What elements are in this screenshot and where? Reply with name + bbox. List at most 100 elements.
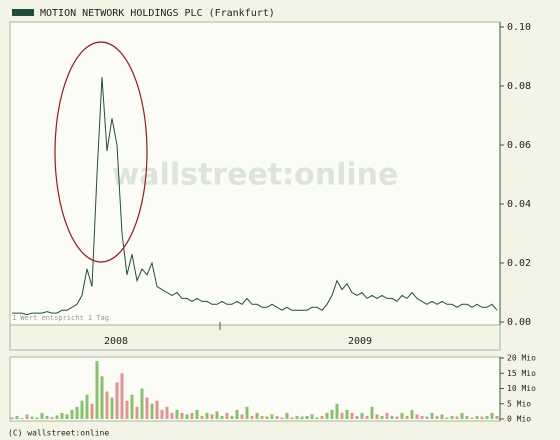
volume-bar [320,415,324,419]
volume-bar [20,418,24,419]
legend-label: MOTION NETWORK HOLDINGS PLC (Frankfurt) [40,8,275,19]
price-line [12,77,498,316]
volume-bar [210,414,214,419]
volume-bar [80,400,84,419]
volume-bar [265,416,269,419]
watermark: wallstreet:online [112,158,399,193]
volume-bar [165,406,169,419]
volume-bar [115,382,119,419]
volume-bar [400,412,404,419]
volume-bar [430,412,434,419]
volume-bar [220,415,224,419]
volume-bar [45,415,49,419]
volume-bar [195,409,199,419]
volume-bar [65,414,69,419]
y-tick-label: 5 Mio [507,399,531,408]
volume-bar [25,414,29,419]
volume-bar [170,412,174,419]
volume-bar [60,412,64,419]
legend-swatch [12,9,34,16]
volume-bar [290,417,294,419]
y-tick-label: 0.04 [507,199,531,210]
volume-bar [380,415,384,419]
volume-bar [325,412,329,419]
y-tick-label: 0.08 [507,81,531,92]
price-plot [9,21,501,326]
volume-bar [340,412,344,419]
volume-bar [30,416,34,419]
y-tick-label: 15 Mio [507,369,536,378]
volume-bar [485,415,489,419]
volume-bar [285,412,289,419]
volume-bar [450,415,454,419]
volume-bar [180,412,184,419]
volume-bar [205,412,209,419]
volume-bar [155,400,159,419]
volume-bar [150,403,154,419]
volume-bar [440,414,444,419]
volume-bar [260,415,264,419]
volume-bar [145,397,149,419]
copyright: (C) wallstreet:online [8,429,109,438]
volume-bar [495,415,499,419]
volume-bar [85,394,89,419]
volume-bar [235,409,239,419]
volume-bar [185,414,189,419]
volume-bar [250,415,254,419]
volume-bar [190,412,194,419]
volume-bar [95,361,99,419]
volume-bar [445,417,449,419]
volume-bar [455,416,459,419]
volume-bar [255,412,259,419]
volume-bar [275,415,279,419]
volume-bar [215,411,219,419]
volume-bar [135,406,139,419]
volume-bar [10,417,14,419]
volume-bar [15,415,19,419]
volume-bar [70,409,74,419]
volume-bar [120,373,124,419]
volume-bar [230,415,234,419]
x-tick-label: 2008 [104,336,128,347]
volume-bar [240,414,244,419]
volume-bar [90,403,94,419]
volume-bar [465,415,469,419]
volume-bar [355,415,359,419]
volume-bar [480,416,484,419]
y-tick-label: 10 Mio [507,384,536,393]
volume-bar [40,412,44,419]
volume-bar [315,417,319,419]
volume-bar [365,415,369,419]
volume-bar [140,388,144,419]
volume-bar [335,403,339,419]
volume-bar [415,414,419,419]
volume-bar [295,415,299,419]
volume-bar [330,409,334,419]
volume-bar [460,412,464,419]
volume-bar [130,394,134,419]
y-tick-label: 0.00 [507,317,531,328]
volume-bar [435,415,439,419]
volume-bar [305,415,309,419]
scale-note: 1 Wert entspricht 1 Tag [12,314,109,322]
volume-bar [345,409,349,419]
x-tick-label: 2009 [348,336,372,347]
y-tick-label: 0 Mio [507,415,531,424]
volume-bar [405,415,409,419]
volume-bar [100,376,104,419]
volume-bar [160,409,164,419]
volume-bar [420,415,424,419]
volume-bar [490,412,494,419]
volume-bar [105,391,109,419]
volume-bar [110,397,114,419]
volume-bar [175,409,179,419]
volume-bar [270,414,274,419]
volume-bar [350,412,354,419]
volume-bar [280,417,284,419]
volume-bar [375,414,379,419]
volume-bar [360,412,364,419]
volume-bar [75,406,79,419]
volume-bar [410,409,414,419]
volume-bar [390,415,394,419]
